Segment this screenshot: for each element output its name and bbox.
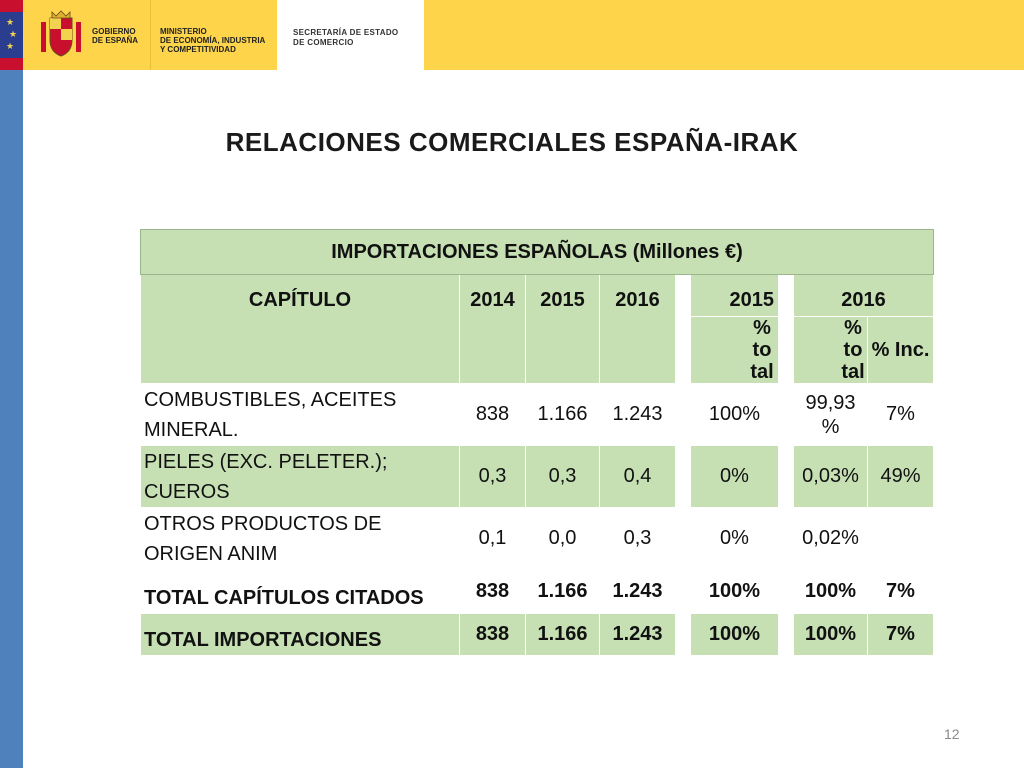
ministry-label: MINISTERIO DE ECONOMÍA, INDUSTRIA Y COMP… bbox=[160, 27, 266, 54]
secretaria-label: SECRETARÍA DE ESTADO DE COMERCIO bbox=[293, 28, 399, 47]
table-row-total-importaciones: TOTAL IMPORTACIONES 838 1.166 1.243 100%… bbox=[140, 613, 934, 656]
eu-flag-strip: ★ ★ ★ bbox=[0, 0, 23, 70]
slide-title: RELACIONES COMERCIALES ESPAÑA-IRAK bbox=[225, 127, 799, 157]
slide-number: 12 bbox=[944, 726, 960, 742]
star-icon: ★ bbox=[6, 41, 15, 51]
header-pct-total-2015: % total bbox=[690, 316, 779, 384]
header-2016: 2016 bbox=[599, 274, 676, 384]
header-capitulo: CAPÍTULO bbox=[140, 274, 460, 384]
header-share-2015: 2015 bbox=[690, 274, 779, 317]
header-pct-total-2016: % total bbox=[793, 316, 868, 384]
government-label: GOBIERNO DE ESPAÑA bbox=[92, 27, 139, 45]
table-row: COMBUSTIBLES, ACEITES MINERAL. 838 1.166 … bbox=[140, 383, 934, 446]
row-label: COMBUSTIBLES, ACEITES MINERAL. bbox=[140, 383, 460, 446]
row-label: OTROS PRODUCTOS DE ORIGEN ANIM bbox=[140, 507, 460, 570]
table-caption: IMPORTACIONES ESPAÑOLAS (Millones €) bbox=[140, 229, 934, 275]
header-2015: 2015 bbox=[525, 274, 600, 384]
table-row: OTROS PRODUCTOS DE ORIGEN ANIM 0,1 0,0 0,… bbox=[140, 507, 934, 570]
star-icon: ★ bbox=[6, 17, 15, 27]
header-pct-inc: % Inc. bbox=[867, 316, 934, 384]
imports-table: IMPORTACIONES ESPAÑOLAS (Millones €) CAP… bbox=[140, 229, 934, 656]
table-row-total-citados: TOTAL CAPÍTULOS CITADOS 838 1.166 1.243 … bbox=[140, 569, 934, 614]
coat-of-arms-icon bbox=[41, 10, 81, 57]
header-share-2016: 2016 bbox=[793, 274, 934, 317]
left-accent-bar bbox=[0, 0, 23, 768]
row-label: PIELES (EXC. PELETER.); CUEROS bbox=[140, 445, 460, 508]
header-2014: 2014 bbox=[459, 274, 526, 384]
star-icon: ★ bbox=[9, 29, 18, 39]
table-row: PIELES (EXC. PELETER.); CUEROS 0,3 0,3 0,… bbox=[140, 445, 934, 508]
